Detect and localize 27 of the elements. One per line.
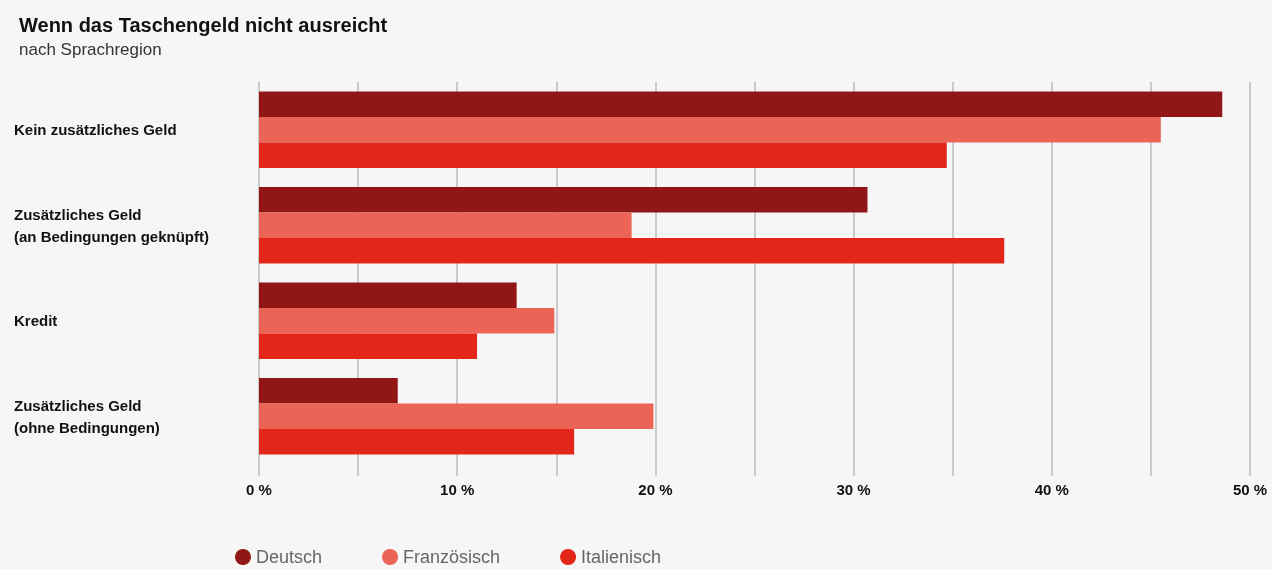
x-tick-label: 40 % xyxy=(1034,481,1069,498)
bar xyxy=(259,403,654,429)
x-tick-label: 30 % xyxy=(836,481,871,498)
legend-label: Französisch xyxy=(403,547,501,567)
bar xyxy=(259,282,517,309)
bar xyxy=(259,308,555,334)
bar xyxy=(259,117,1161,143)
y-tick-label: Zusätzliches Geld (an Bedingungen geknüpft) xyxy=(14,205,209,245)
bar xyxy=(259,212,632,238)
x-tick-label: 50 % xyxy=(1232,481,1268,498)
bar xyxy=(259,378,398,404)
x-tick-label: 20 % xyxy=(638,481,673,498)
x-tick-label: 10 % xyxy=(440,481,475,498)
text: nach Sprachregion xyxy=(19,40,162,59)
bar xyxy=(259,91,1223,118)
bar xyxy=(259,237,1005,264)
bar xyxy=(259,333,478,359)
y-tick-label: Kredit xyxy=(14,312,58,330)
bar xyxy=(259,428,575,455)
y-tick-label: Kein zusätzliches Geld xyxy=(14,121,177,139)
legend-label: Italienisch xyxy=(581,547,662,567)
y-tick-label: Zusätzliches Geld (ohne Bedingungen) xyxy=(14,396,160,436)
bar xyxy=(259,142,947,168)
legend-label: Deutsch xyxy=(256,547,323,567)
x-tick-label: 0 % xyxy=(246,481,272,498)
bar xyxy=(259,187,868,213)
chart-title: Wenn das Taschengeld nicht ausreicht xyxy=(19,14,388,36)
